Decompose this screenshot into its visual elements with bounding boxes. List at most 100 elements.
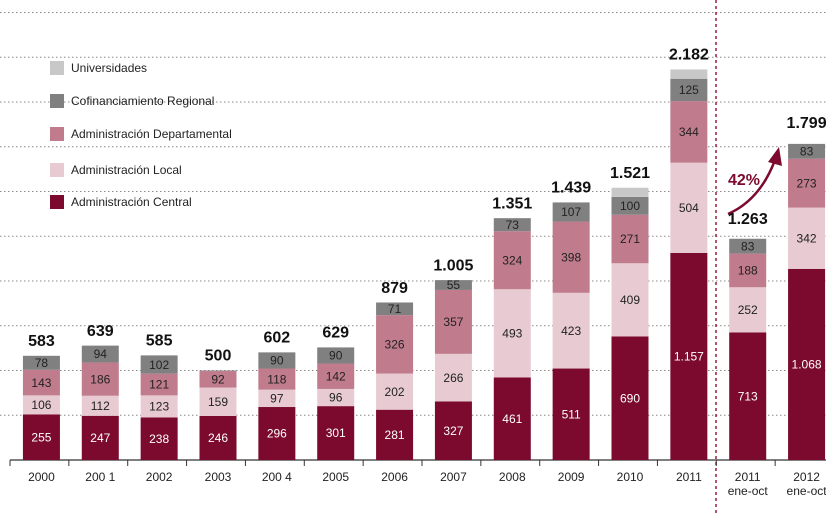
segment-label: 96 bbox=[329, 391, 343, 405]
segment-label: 238 bbox=[149, 432, 169, 446]
segment-label: 83 bbox=[741, 239, 755, 253]
bar-segment bbox=[552, 221, 590, 293]
legend-label: Administración Local bbox=[71, 163, 182, 177]
bar-segment bbox=[788, 143, 826, 159]
x-tick-label: 2000 bbox=[28, 470, 55, 484]
segment-label: 344 bbox=[679, 125, 699, 139]
segment-label: 107 bbox=[561, 205, 581, 219]
bar-segment bbox=[199, 370, 237, 372]
legend-label: Universidades bbox=[71, 61, 147, 75]
segment-label: 186 bbox=[90, 372, 110, 386]
bar-segment bbox=[729, 287, 767, 333]
bar-segment bbox=[81, 345, 119, 363]
segment-label: 1.068 bbox=[792, 358, 822, 372]
segment-label: 301 bbox=[326, 426, 346, 440]
bar-segment bbox=[552, 292, 590, 369]
segment-label: 121 bbox=[149, 378, 169, 392]
segment-label: 511 bbox=[562, 407, 581, 421]
bar-segment bbox=[729, 238, 767, 254]
segment-label: 159 bbox=[208, 395, 228, 409]
segment-label: 713 bbox=[738, 389, 758, 403]
segment-label: 271 bbox=[620, 232, 640, 246]
segment-label: 255 bbox=[31, 430, 51, 444]
segment-label: 102 bbox=[149, 358, 169, 372]
x-tick-label: 2002 bbox=[146, 470, 173, 484]
bar-segment bbox=[493, 218, 531, 232]
bar-segment bbox=[670, 101, 708, 163]
segment-label: 296 bbox=[267, 427, 287, 441]
bar-segment bbox=[258, 389, 296, 408]
total-label: 500 bbox=[205, 348, 232, 365]
bar-segment bbox=[670, 162, 708, 253]
segment-label: 71 bbox=[388, 302, 402, 316]
bar-segment bbox=[788, 158, 826, 208]
bar-segment bbox=[670, 78, 708, 102]
bar-segment bbox=[199, 387, 237, 416]
bar-segment bbox=[493, 231, 531, 290]
bar-segment bbox=[788, 207, 826, 269]
bar-segment bbox=[552, 368, 590, 460]
legend-label: Administración Departamental bbox=[71, 127, 232, 141]
total-label: 1.351 bbox=[492, 195, 532, 212]
bar-segment bbox=[729, 332, 767, 460]
total-label: 1.005 bbox=[433, 257, 473, 274]
segment-label: 73 bbox=[506, 218, 520, 232]
segment-label: 281 bbox=[385, 428, 405, 442]
bar-segment bbox=[376, 315, 414, 374]
segment-label: 504 bbox=[679, 201, 699, 215]
segment-label: 143 bbox=[31, 376, 51, 390]
x-tick-label: 2003 bbox=[205, 470, 232, 484]
segment-label: 123 bbox=[149, 400, 169, 414]
legend-label: Administración Central bbox=[71, 195, 192, 209]
x-tick-label: 2006 bbox=[381, 470, 408, 484]
bar-segment bbox=[317, 406, 355, 460]
bar-segment bbox=[434, 401, 472, 460]
bar-segment bbox=[493, 377, 531, 460]
segment-label: 112 bbox=[91, 399, 110, 413]
bar-segment bbox=[258, 352, 296, 369]
bar-segment bbox=[611, 214, 649, 264]
legend-swatch bbox=[50, 195, 64, 209]
x-tick-label: 2008 bbox=[499, 470, 526, 484]
bar-segment bbox=[376, 302, 414, 316]
growth-annotation: 42% bbox=[728, 172, 760, 189]
bar-segment bbox=[434, 353, 472, 402]
segment-label: 125 bbox=[679, 83, 699, 97]
bar-segment bbox=[434, 280, 472, 290]
total-label: 639 bbox=[87, 323, 114, 340]
segment-label: 188 bbox=[738, 264, 758, 278]
bar-segment bbox=[434, 289, 472, 354]
segment-label: 100 bbox=[620, 199, 640, 213]
growth-arrow bbox=[727, 159, 777, 216]
segment-label: 90 bbox=[270, 354, 284, 368]
total-label: 602 bbox=[264, 329, 291, 346]
segment-label: 461 bbox=[502, 412, 522, 426]
bar-segment bbox=[493, 289, 531, 378]
segment-label: 273 bbox=[797, 176, 817, 190]
total-label: 585 bbox=[146, 333, 173, 350]
segment-label: 106 bbox=[31, 398, 51, 412]
x-tick-label: 200 4 bbox=[262, 470, 292, 484]
bar-segment bbox=[611, 263, 649, 337]
total-label: 1.799 bbox=[787, 115, 826, 132]
segment-label: 357 bbox=[443, 315, 463, 329]
segment-label: 246 bbox=[208, 431, 228, 445]
total-label: 583 bbox=[28, 333, 55, 350]
segment-label: 493 bbox=[502, 327, 522, 341]
x-tick-label: 2011 bbox=[676, 470, 702, 484]
bar-segment bbox=[22, 355, 60, 370]
growth-arrowhead bbox=[768, 147, 782, 166]
segment-label: 326 bbox=[385, 338, 405, 352]
segment-label: 398 bbox=[561, 250, 581, 264]
segment-label: 55 bbox=[447, 278, 461, 292]
segment-label: 142 bbox=[326, 369, 346, 383]
x-tick-label: 2010 bbox=[617, 470, 644, 484]
bar-segment bbox=[22, 369, 60, 396]
segment-label: 423 bbox=[561, 324, 581, 338]
bar-segment bbox=[140, 417, 178, 460]
segment-label: 92 bbox=[211, 372, 225, 386]
bar-segment bbox=[729, 253, 767, 288]
segment-label: 78 bbox=[35, 356, 49, 370]
bar-segment bbox=[199, 371, 237, 388]
